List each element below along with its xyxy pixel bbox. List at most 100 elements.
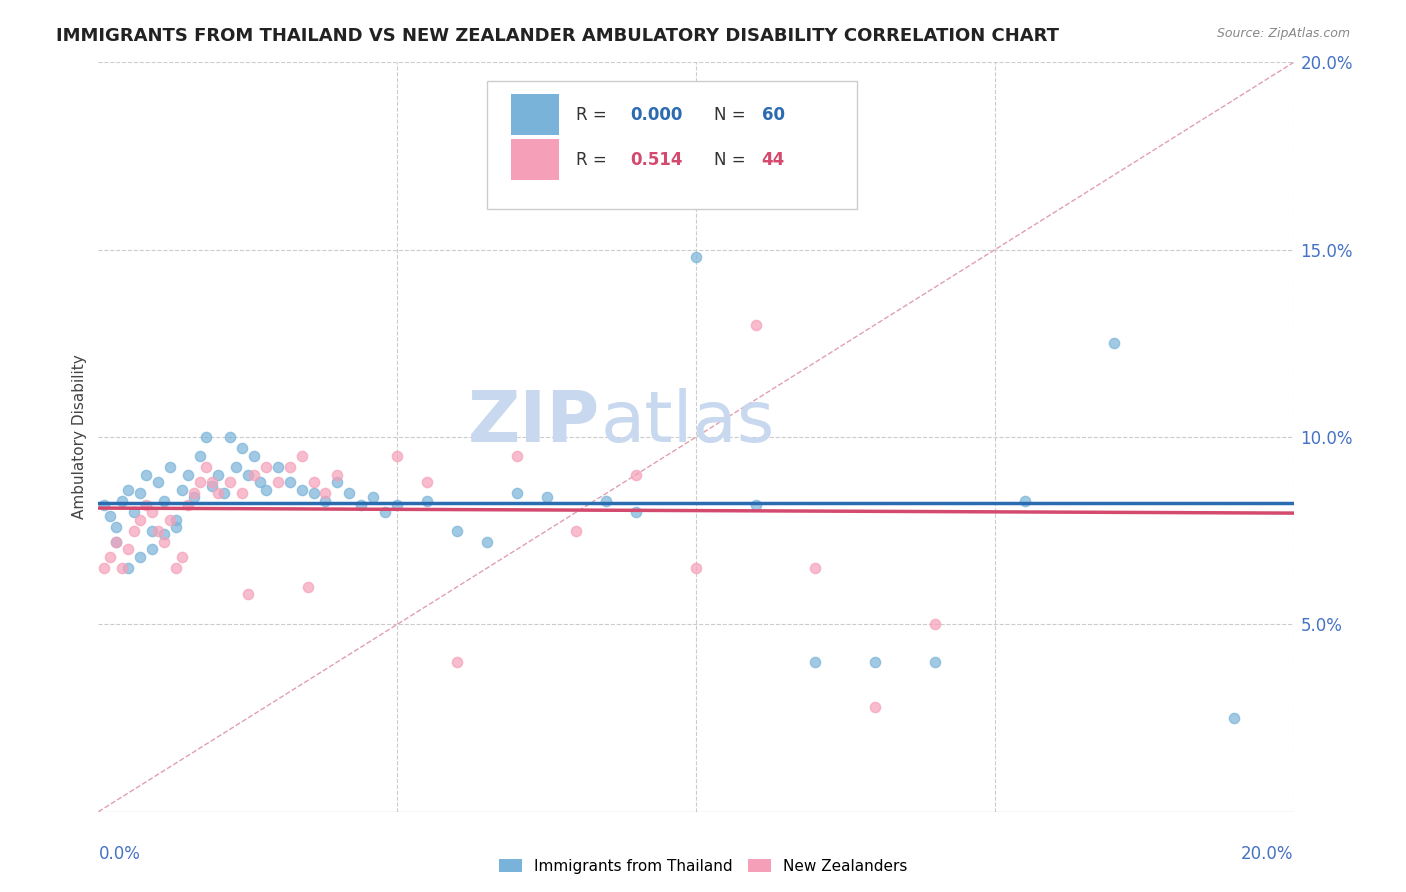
Point bbox=[98, 508, 122, 523]
Point bbox=[339, 486, 361, 500]
Point bbox=[595, 493, 617, 508]
Point bbox=[446, 524, 468, 538]
Point bbox=[626, 467, 648, 482]
Point bbox=[105, 520, 128, 534]
Point bbox=[153, 527, 176, 541]
Text: Source: ZipAtlas.com: Source: ZipAtlas.com bbox=[1216, 27, 1350, 40]
Point bbox=[302, 486, 325, 500]
Point bbox=[804, 561, 827, 575]
Point bbox=[291, 449, 314, 463]
Point bbox=[117, 483, 139, 497]
Point bbox=[685, 561, 707, 575]
Point bbox=[105, 535, 128, 549]
Point bbox=[243, 467, 266, 482]
Point bbox=[315, 493, 337, 508]
Point bbox=[188, 449, 211, 463]
Point bbox=[1014, 493, 1036, 508]
Point bbox=[135, 498, 157, 512]
Point bbox=[219, 430, 242, 444]
Point bbox=[177, 498, 200, 512]
Point bbox=[278, 460, 301, 475]
Point bbox=[98, 549, 122, 564]
Point bbox=[236, 467, 259, 482]
Legend: Immigrants from Thailand, New Zealanders: Immigrants from Thailand, New Zealanders bbox=[492, 853, 914, 880]
Text: R =: R = bbox=[576, 151, 613, 169]
Text: N =: N = bbox=[714, 106, 751, 124]
Point bbox=[111, 493, 134, 508]
Point bbox=[207, 486, 229, 500]
Text: IMMIGRANTS FROM THAILAND VS NEW ZEALANDER AMBULATORY DISABILITY CORRELATION CHAR: IMMIGRANTS FROM THAILAND VS NEW ZEALANDE… bbox=[56, 27, 1059, 45]
Point bbox=[536, 490, 558, 504]
Point bbox=[267, 460, 290, 475]
Point bbox=[93, 561, 115, 575]
Point bbox=[172, 483, 194, 497]
Point bbox=[254, 460, 277, 475]
Point bbox=[183, 486, 205, 500]
Point bbox=[350, 498, 373, 512]
Point bbox=[165, 520, 187, 534]
FancyBboxPatch shape bbox=[510, 95, 558, 136]
Text: 60: 60 bbox=[762, 106, 785, 124]
Point bbox=[924, 655, 946, 669]
Text: 0.0%: 0.0% bbox=[98, 846, 141, 863]
Point bbox=[93, 498, 115, 512]
Point bbox=[1104, 336, 1126, 351]
Point bbox=[165, 561, 187, 575]
Point bbox=[865, 699, 887, 714]
Text: 44: 44 bbox=[762, 151, 785, 169]
Point bbox=[183, 490, 205, 504]
Point bbox=[302, 475, 325, 489]
Point bbox=[374, 505, 396, 519]
Point bbox=[153, 493, 176, 508]
Point bbox=[924, 617, 946, 632]
Point bbox=[129, 549, 152, 564]
Point bbox=[135, 467, 157, 482]
Y-axis label: Ambulatory Disability: Ambulatory Disability bbox=[72, 355, 87, 519]
Point bbox=[326, 467, 349, 482]
Point bbox=[236, 587, 259, 601]
Point bbox=[506, 486, 529, 500]
Text: ZIP: ZIP bbox=[468, 388, 600, 457]
Point bbox=[326, 475, 349, 489]
Point bbox=[363, 490, 385, 504]
Point bbox=[506, 93, 529, 107]
Text: R =: R = bbox=[576, 106, 613, 124]
Text: atlas: atlas bbox=[600, 388, 775, 457]
Point bbox=[195, 460, 218, 475]
Text: 0.514: 0.514 bbox=[630, 151, 683, 169]
Point bbox=[159, 512, 181, 526]
Text: 20.0%: 20.0% bbox=[1241, 846, 1294, 863]
Point bbox=[291, 483, 314, 497]
Point bbox=[111, 561, 134, 575]
Point bbox=[177, 467, 200, 482]
Point bbox=[124, 524, 146, 538]
Point bbox=[385, 449, 409, 463]
Point bbox=[231, 442, 253, 456]
Point bbox=[278, 475, 301, 489]
Point bbox=[105, 535, 128, 549]
FancyBboxPatch shape bbox=[486, 81, 858, 209]
Point bbox=[195, 430, 218, 444]
Point bbox=[243, 449, 266, 463]
Point bbox=[201, 479, 224, 493]
Point bbox=[148, 475, 170, 489]
Point bbox=[745, 498, 768, 512]
Point bbox=[129, 512, 152, 526]
Point bbox=[172, 549, 194, 564]
Point bbox=[475, 535, 498, 549]
Point bbox=[129, 486, 152, 500]
Point bbox=[117, 561, 139, 575]
Point bbox=[626, 505, 648, 519]
Point bbox=[416, 493, 439, 508]
Point bbox=[141, 505, 163, 519]
Text: 0.000: 0.000 bbox=[630, 106, 683, 124]
Point bbox=[1223, 711, 1246, 725]
Point bbox=[565, 524, 588, 538]
Point bbox=[141, 542, 163, 557]
Point bbox=[865, 655, 887, 669]
Point bbox=[745, 318, 768, 332]
Point bbox=[219, 475, 242, 489]
Point bbox=[212, 486, 235, 500]
Point bbox=[685, 250, 707, 264]
Point bbox=[124, 505, 146, 519]
